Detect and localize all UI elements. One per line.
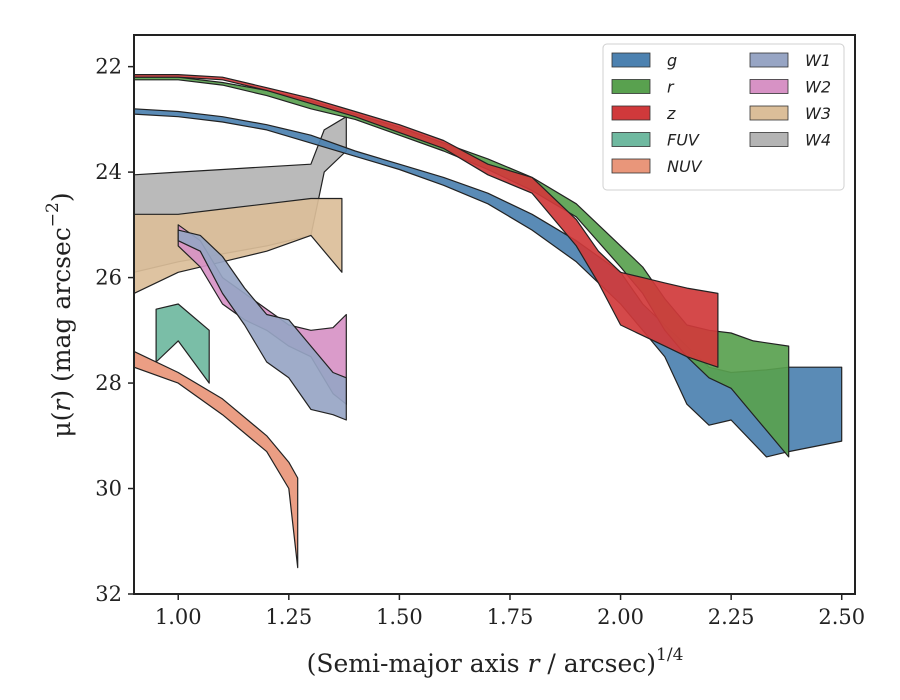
legend-label-r: r bbox=[667, 78, 675, 97]
legend-swatch-r bbox=[611, 79, 651, 94]
legend-label-w4: W4 bbox=[805, 131, 831, 150]
x-tick-label: 1.00 bbox=[155, 605, 202, 629]
x-tick-label: 2.25 bbox=[708, 605, 755, 629]
y-axis: 22 24 26 28 30 32 bbox=[95, 55, 134, 606]
band-nuv bbox=[134, 350, 299, 569]
x-tick-label: 1.50 bbox=[376, 605, 423, 629]
plot-frame bbox=[133, 34, 856, 595]
legend-swatch-g bbox=[611, 52, 651, 68]
legend-label-nuv: NUV bbox=[667, 157, 703, 176]
legend-swatch-w2 bbox=[749, 79, 789, 94]
x-tick-label: 2.50 bbox=[818, 605, 865, 629]
y-axis-title: μ(r) (mag arcsec−2) bbox=[43, 192, 76, 437]
legend-label-fuv: FUV bbox=[667, 131, 700, 150]
legend-label-w3: W3 bbox=[805, 104, 831, 123]
legend-label-z: z bbox=[666, 104, 676, 123]
band-z bbox=[134, 74, 719, 368]
legend: grz FUV NUV W1 W2 W3 W4 bbox=[602, 43, 845, 191]
x-axis: 1.00 1.25 1.50 1.75 2.00 2.25 2.50 bbox=[155, 594, 865, 629]
y-tick-label: 26 bbox=[95, 266, 122, 290]
legend-label-g: g bbox=[667, 51, 677, 70]
legend-label-w2: W2 bbox=[805, 78, 831, 97]
legend-swatch-fuv bbox=[611, 132, 651, 147]
y-tick-label: 28 bbox=[95, 371, 122, 395]
x-axis-title: (Semi-major axis r / arcsec)1/4 bbox=[307, 645, 684, 678]
x-tick-label: 1.75 bbox=[487, 605, 534, 629]
legend-swatch-z bbox=[611, 105, 651, 121]
x-tick-label: 1.25 bbox=[265, 605, 312, 629]
legend-label-w1: W1 bbox=[805, 51, 831, 70]
y-tick-label: 32 bbox=[95, 582, 122, 606]
y-tick-label: 30 bbox=[95, 477, 122, 501]
x-tick-label: 2.00 bbox=[597, 605, 644, 629]
band-w1 bbox=[177, 229, 347, 421]
legend-swatch-w3 bbox=[749, 105, 789, 121]
series-bands bbox=[134, 74, 843, 569]
legend-swatch-w1 bbox=[749, 52, 789, 68]
y-tick-label: 24 bbox=[95, 160, 122, 184]
legend-swatch-w4 bbox=[749, 132, 789, 147]
y-tick-label: 22 bbox=[95, 55, 122, 79]
legend-swatch-nuv bbox=[611, 158, 651, 174]
band-w3 bbox=[134, 197, 343, 294]
